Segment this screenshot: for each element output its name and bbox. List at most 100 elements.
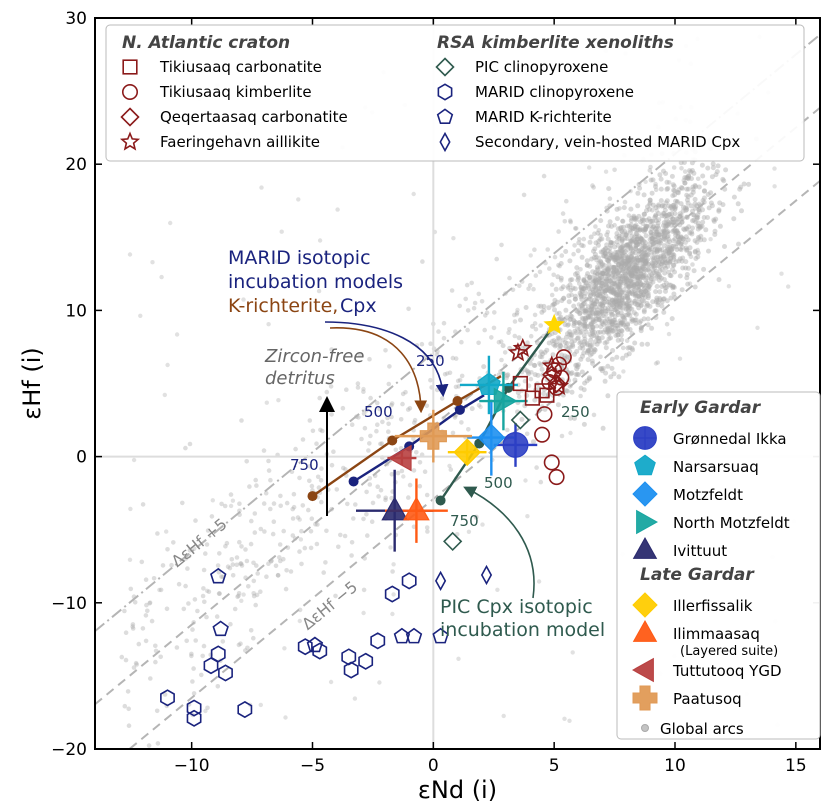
global-arc-point (612, 307, 618, 313)
global-arc-point (621, 322, 627, 328)
global-arc-point (598, 302, 604, 308)
global-arc-point (556, 262, 561, 268)
global-arc-point (578, 303, 584, 309)
global-arc-point (140, 502, 146, 507)
global-arc-point (619, 295, 625, 300)
global-arc-point (628, 271, 634, 277)
global-arc-point (677, 256, 683, 262)
global-arc-point (455, 378, 461, 384)
global-arc-point (683, 207, 689, 213)
global-arc-point (706, 205, 712, 211)
global-arc-point (687, 230, 693, 236)
global-arc-point (293, 446, 298, 452)
global-arc-point (599, 366, 605, 372)
global-arc-point (559, 298, 565, 304)
global-arc-point (612, 307, 618, 313)
global-arc-point (623, 271, 629, 277)
global-arc-point (254, 592, 260, 598)
global-arc-point (557, 263, 562, 269)
global-arc-point (590, 319, 596, 325)
global-arc-point (591, 278, 597, 284)
global-arc-point (601, 296, 607, 301)
global-arc-point (626, 351, 632, 357)
global-arc-point (496, 339, 502, 345)
global-arc-point (140, 626, 146, 631)
global-arc-point (625, 223, 631, 229)
marker-marid-clinopyroxene-0 (160, 689, 175, 707)
global-arc-point (670, 229, 676, 234)
global-arc-point (726, 284, 732, 289)
global-arc-point (483, 313, 488, 318)
global-arc-point (328, 679, 334, 685)
global-arc-point (691, 217, 697, 223)
global-arc-point (658, 198, 664, 204)
global-arc-point (389, 401, 395, 406)
global-arc-point (607, 196, 613, 201)
global-arc-point (641, 243, 647, 249)
global-arc-point (582, 322, 588, 328)
global-arc-point (673, 198, 679, 204)
global-arc-point (441, 320, 447, 326)
global-arc-point (695, 176, 701, 182)
global-arc-point (180, 500, 185, 506)
global-arc-point (670, 182, 676, 188)
global-arc-point (588, 297, 594, 302)
global-arc-point (193, 518, 198, 523)
global-arc-point (593, 304, 599, 310)
global-arc-point (127, 557, 133, 562)
global-arc-point (670, 219, 676, 225)
global-arc-point (597, 270, 603, 276)
global-arc-point (661, 282, 667, 288)
global-arc-point (618, 332, 624, 338)
global-arc-point (579, 296, 585, 302)
global-arc-point (711, 217, 717, 223)
global-arc-point (670, 284, 676, 290)
global-arc-point (581, 421, 587, 427)
global-arc-point (612, 167, 617, 173)
global-arc-point (550, 352, 556, 358)
global-arc-point (667, 244, 673, 250)
global-arc-point (619, 248, 625, 254)
global-arc-point (622, 317, 628, 323)
global-arc-point (640, 274, 646, 280)
global-arc-point (625, 242, 631, 248)
global-arc-point (618, 320, 624, 326)
global-arc-point (238, 561, 243, 566)
global-arc-point (597, 236, 603, 242)
global-arc-point (616, 282, 622, 287)
global-arc-point (609, 268, 615, 274)
global-arc-point (619, 229, 625, 235)
global-arc-point (649, 239, 655, 245)
global-arc-point (592, 279, 598, 284)
global-arc-point (539, 309, 545, 315)
global-arc-point (616, 261, 622, 267)
global-arc-point (239, 418, 244, 423)
global-arc-point (195, 608, 200, 614)
global-arc-point (653, 299, 659, 305)
global-arc-point (573, 226, 579, 231)
global-arc-point (641, 266, 647, 272)
global-arc-point (517, 283, 522, 289)
global-arc-point (615, 285, 621, 291)
global-arc-point (598, 366, 604, 372)
global-arc-point (671, 257, 677, 262)
global-arc-point (606, 296, 612, 302)
global-arc-point (417, 483, 423, 489)
global-arc-point (220, 639, 226, 644)
global-arc-point (556, 310, 562, 316)
global-arc-point (622, 262, 628, 268)
global-arc-point (627, 290, 633, 296)
global-arc-point (568, 219, 573, 225)
global-arc-point (300, 437, 306, 442)
global-arc-point (583, 308, 589, 314)
global-arc-point (375, 484, 381, 490)
global-arc-point (576, 320, 582, 326)
global-arc-point (251, 560, 256, 566)
global-arc-point (642, 211, 647, 217)
global-arc-point (588, 306, 594, 312)
global-arc-point (589, 321, 595, 327)
legend-label-pic-clinopyroxene: PIC clinopyroxene (475, 58, 608, 76)
global-arc-point (671, 291, 677, 297)
global-arc-point (659, 213, 665, 219)
global-arc-point (653, 225, 659, 231)
